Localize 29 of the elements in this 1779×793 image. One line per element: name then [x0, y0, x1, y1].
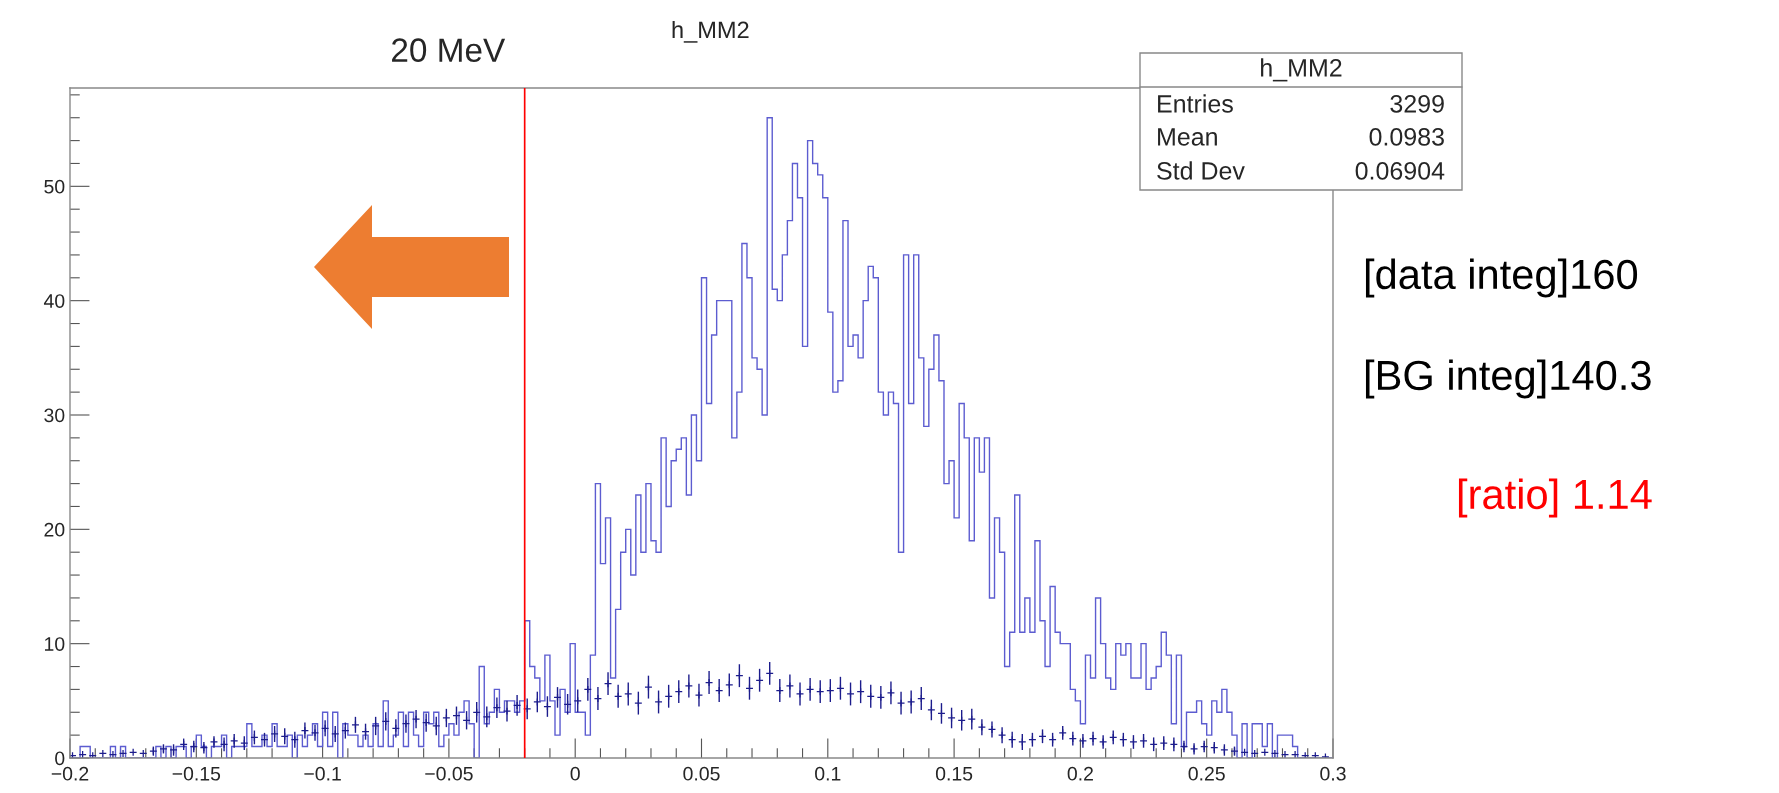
x-tick-label: 0.25 — [1188, 766, 1225, 781]
annotation: Std Dev — [1157, 161, 1245, 180]
x-tick-label: −0.2 — [51, 766, 89, 781]
annotation: Mean — [1158, 128, 1217, 146]
x-tick-label: −0.1 — [304, 766, 341, 781]
ref-line-label: 20 MeV — [392, 38, 506, 62]
x-tick-label: 0.3 — [1320, 766, 1346, 781]
y-tick-label: 10 — [45, 637, 65, 651]
y-tick-label: 20 — [44, 522, 65, 537]
text: [BG integ]140.3 — [1365, 359, 1651, 399]
text: 3299 — [1390, 95, 1444, 113]
y-tick-label: 0 — [55, 751, 65, 766]
y-tick-label: 40 — [43, 294, 65, 308]
x-tick-label: 0.15 — [935, 766, 973, 781]
y-tick-label: 30 — [44, 408, 65, 423]
x-tick-label: 0.1 — [815, 766, 841, 781]
text: 0.0983 — [1369, 128, 1444, 146]
x-tick-label: 0.05 — [683, 766, 720, 781]
text: 0.06904 — [1355, 162, 1445, 180]
x-tick-label: −0.15 — [172, 766, 221, 781]
text: [ratio] 1.14 — [1458, 478, 1652, 518]
text: [data integ]160 — [1365, 258, 1638, 298]
y-tick-label: 50 — [44, 179, 65, 194]
chart-title: h_MM2 — [672, 20, 749, 43]
x-tick-label: 0 — [570, 766, 580, 781]
x-tick-label: 0.2 — [1067, 766, 1093, 781]
text: h_MM2 — [1261, 58, 1342, 82]
annotation: Entries — [1158, 94, 1233, 113]
x-tick-label: −0.05 — [425, 766, 473, 781]
